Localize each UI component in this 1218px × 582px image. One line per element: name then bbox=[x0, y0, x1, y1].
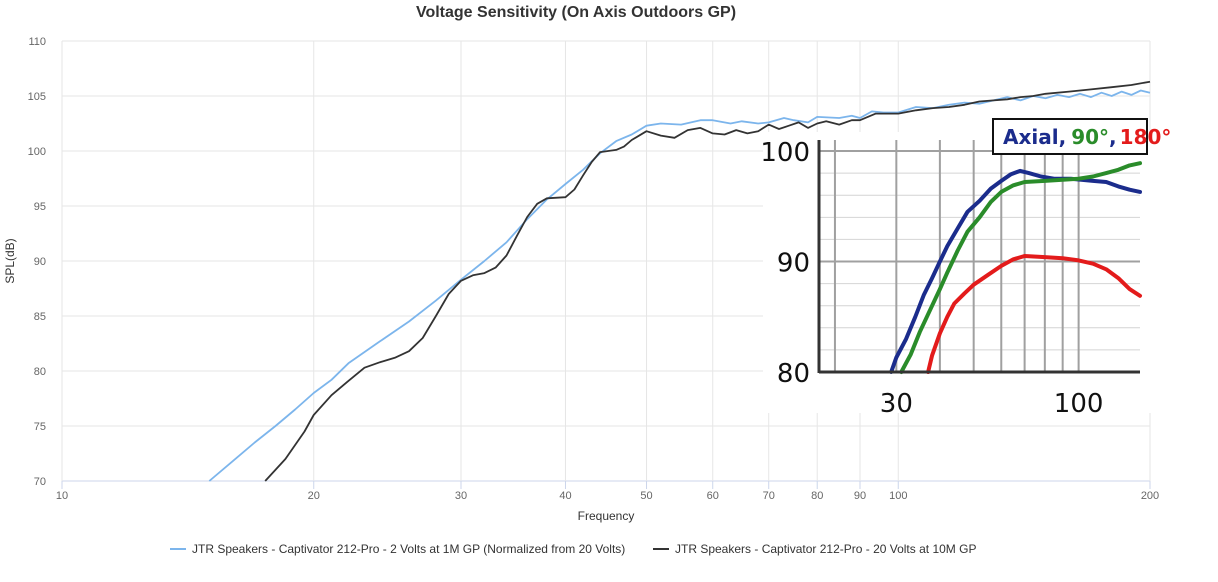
main-series bbox=[208, 80, 1151, 482]
inset-line-90 bbox=[899, 161, 1142, 374]
x-tick-label: 30 bbox=[455, 490, 467, 502]
inset-y-tick-label: 100 bbox=[760, 138, 810, 168]
inset-x-tick-label: 30 bbox=[880, 389, 913, 419]
x-tick-label: 10 bbox=[56, 490, 68, 502]
x-axis-ticks: 10 20 30 40 50 60 70 80 90 100 200 bbox=[56, 490, 1159, 502]
x-tick-label: 200 bbox=[1141, 490, 1159, 502]
x-tick-label: 40 bbox=[559, 490, 571, 502]
legend-axial: Axial bbox=[1003, 125, 1059, 149]
legend-180: 180° bbox=[1120, 125, 1172, 149]
y-tick-label: 85 bbox=[34, 311, 46, 323]
chart-title: Voltage Sensitivity (On Axis Outdoors GP… bbox=[416, 4, 736, 21]
legend-label-black: JTR Speakers - Captivator 212-Pro - 20 V… bbox=[675, 542, 976, 556]
y-tick-label: 95 bbox=[34, 201, 46, 213]
series-line-blue bbox=[208, 89, 1151, 482]
legend-item-black[interactable]: JTR Speakers - Captivator 212-Pro - 20 V… bbox=[653, 542, 976, 556]
inset-x-tick-label: 100 bbox=[1054, 389, 1104, 419]
x-tick-label: 70 bbox=[763, 490, 775, 502]
y-tick-label: 90 bbox=[34, 256, 46, 268]
x-axis-label: Frequency bbox=[578, 509, 635, 523]
legend-item-blue[interactable]: JTR Speakers - Captivator 212-Pro - 2 Vo… bbox=[170, 542, 625, 556]
inset-ticks: 80 90 100 30 100 bbox=[760, 138, 1103, 419]
series-line-black bbox=[264, 80, 1151, 482]
y-axis-label: SPL(dB) bbox=[3, 238, 17, 283]
y-tick-label: 110 bbox=[28, 36, 46, 48]
inset-legend-text: Axial, 90°, 180° bbox=[1003, 125, 1171, 149]
x-tick-label: 50 bbox=[640, 490, 652, 502]
y-tick-label: 100 bbox=[28, 146, 46, 158]
x-tick-label: 90 bbox=[854, 490, 866, 502]
legend: JTR Speakers - Captivator 212-Pro - 2 Vo… bbox=[170, 542, 976, 556]
inset-y-tick-label: 80 bbox=[777, 359, 810, 389]
inset-y-tick-label: 90 bbox=[777, 249, 810, 279]
inset-legend: Axial, 90°, 180° bbox=[992, 118, 1171, 155]
legend-90: 90° bbox=[1071, 125, 1109, 149]
inset-line-180 bbox=[926, 254, 1142, 374]
legend-comma-2: , bbox=[1109, 125, 1117, 149]
x-tick-label: 100 bbox=[889, 490, 907, 502]
legend-comma-1: , bbox=[1059, 125, 1067, 149]
inset-legend-box bbox=[992, 118, 1148, 155]
x-tick-label: 20 bbox=[308, 490, 320, 502]
inset-line-axial bbox=[889, 168, 1142, 374]
inset-series bbox=[889, 161, 1142, 374]
x-tick-label: 80 bbox=[811, 490, 823, 502]
y-tick-label: 80 bbox=[34, 366, 46, 378]
y-tick-label: 70 bbox=[34, 476, 46, 488]
y-tick-label: 75 bbox=[34, 421, 46, 433]
x-tick-label: 60 bbox=[707, 490, 719, 502]
y-axis-ticks: 70 75 80 85 90 95 100 105 110 bbox=[28, 36, 46, 488]
y-tick-label: 105 bbox=[28, 91, 46, 103]
legend-label-blue: JTR Speakers - Captivator 212-Pro - 2 Vo… bbox=[192, 542, 625, 556]
